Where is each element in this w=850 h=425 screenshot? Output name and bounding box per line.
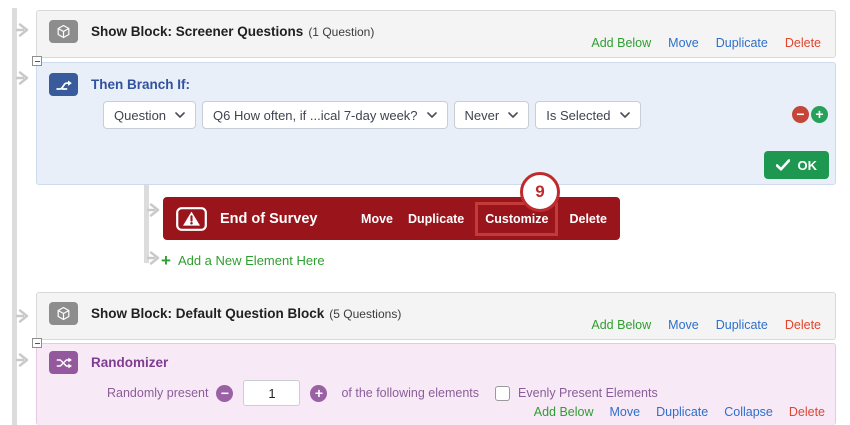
condition-choice-dropdown[interactable]: Never — [453, 101, 530, 129]
elbow-arrow-icon — [147, 203, 160, 217]
end-of-survey-actions: Move Duplicate Customize Delete — [361, 201, 607, 236]
condition-question-value: Q6 How often, if ...ical 7-day week? — [213, 107, 418, 123]
cube-icon — [49, 20, 78, 43]
warning-icon — [176, 206, 207, 231]
branch-child-connector-line — [144, 185, 149, 263]
shuffle-icon — [49, 351, 78, 374]
annotation-step-number: 9 — [520, 172, 560, 212]
branch-title: Then Branch If: — [91, 77, 191, 92]
duplicate-link[interactable]: Duplicate — [715, 318, 768, 332]
delete-link[interactable]: Delete — [788, 405, 825, 419]
block-actions: Add Below Move Duplicate Delete — [591, 318, 821, 332]
condition-choice-value: Never — [464, 107, 500, 123]
random-count-input[interactable] — [243, 380, 301, 406]
add-new-element-link[interactable]: + Add a New Element Here — [161, 250, 325, 270]
chevron-down-icon — [508, 112, 519, 118]
elbow-arrow-icon — [16, 353, 29, 367]
add-below-link[interactable]: Add Below — [533, 405, 594, 419]
condition-operator-dropdown[interactable]: Is Selected — [535, 101, 641, 129]
move-link[interactable]: Move — [668, 36, 699, 50]
collapse-toggle[interactable] — [32, 338, 42, 348]
evenly-present-label: Evenly Present Elements — [518, 386, 658, 400]
randomly-present-label: Randomly present — [107, 386, 209, 400]
annotation-highlight-box: Customize — [475, 201, 559, 236]
randomizer-settings-row: Randomly present − + of the following el… — [107, 380, 658, 406]
branch-condition-row: Question Q6 How often, if ...ical 7-day … — [103, 101, 641, 129]
condition-operator-value: Is Selected — [546, 107, 611, 123]
condition-type-value: Question — [114, 107, 167, 123]
move-link[interactable]: Move — [361, 211, 393, 226]
elbow-arrow-icon — [16, 71, 29, 85]
delete-link[interactable]: Delete — [784, 36, 821, 50]
following-elements-label: of the following elements — [341, 386, 480, 400]
block-title: Show Block: Screener Questions — [91, 23, 304, 39]
plus-circle-icon[interactable]: + — [310, 384, 328, 402]
ok-label: OK — [797, 157, 818, 173]
branch-icon — [49, 73, 78, 96]
chevron-down-icon — [619, 112, 630, 118]
elbow-arrow-icon — [147, 251, 160, 265]
minus-circle-icon[interactable]: − — [216, 384, 234, 402]
randomizer-title: Randomizer — [91, 355, 169, 370]
condition-add-remove-group: − + — [792, 106, 828, 123]
add-below-link[interactable]: Add Below — [591, 36, 652, 50]
condition-type-dropdown[interactable]: Question — [103, 101, 197, 129]
default-question-block: Show Block: Default Question Block (5 Que… — [36, 292, 836, 340]
collapse-link[interactable]: Collapse — [724, 405, 773, 419]
delete-link[interactable]: Delete — [569, 211, 607, 226]
randomizer-actions: Add Below Move Duplicate Collapse Delete — [534, 405, 825, 419]
elbow-arrow-icon — [16, 23, 29, 37]
collapse-toggle[interactable] — [32, 56, 42, 66]
randomizer-block: Randomizer Randomly present − + of the f… — [36, 343, 836, 425]
block-actions: Add Below Move Duplicate Delete — [591, 36, 821, 50]
plus-circle-icon[interactable]: + — [811, 106, 828, 123]
ok-button[interactable]: OK — [763, 151, 829, 179]
block-question-count: (5 Questions) — [329, 306, 402, 321]
end-of-survey-bar: End of Survey Move Duplicate Customize D… — [163, 197, 620, 240]
evenly-present-checkbox[interactable] — [495, 385, 511, 401]
add-below-link[interactable]: Add Below — [591, 318, 652, 332]
duplicate-link[interactable]: Duplicate — [715, 36, 768, 50]
duplicate-link[interactable]: Duplicate — [656, 405, 709, 419]
elbow-arrow-icon — [16, 309, 29, 323]
minus-circle-icon[interactable]: − — [792, 106, 809, 123]
chevron-down-icon — [426, 112, 437, 118]
add-new-element-label: Add a New Element Here — [177, 253, 325, 268]
duplicate-link[interactable]: Duplicate — [408, 211, 465, 226]
block-title: Show Block: Default Question Block — [91, 305, 325, 321]
customize-link[interactable]: Customize — [485, 211, 549, 226]
chevron-down-icon — [175, 112, 185, 118]
end-of-survey-title: End of Survey — [220, 210, 318, 227]
block-question-count: (1 Question) — [308, 24, 375, 39]
condition-question-dropdown[interactable]: Q6 How often, if ...ical 7-day week? — [202, 101, 448, 129]
move-link[interactable]: Move — [668, 318, 699, 332]
branch-block: Then Branch If: Question Q6 How often, i… — [36, 62, 836, 185]
check-icon — [775, 159, 790, 171]
flow-connector-line — [12, 8, 17, 425]
cube-icon — [49, 302, 78, 325]
plus-icon: + — [161, 250, 171, 270]
move-link[interactable]: Move — [609, 405, 641, 419]
delete-link[interactable]: Delete — [784, 318, 821, 332]
screener-block: Show Block: Screener Questions (1 Questio… — [36, 10, 836, 58]
